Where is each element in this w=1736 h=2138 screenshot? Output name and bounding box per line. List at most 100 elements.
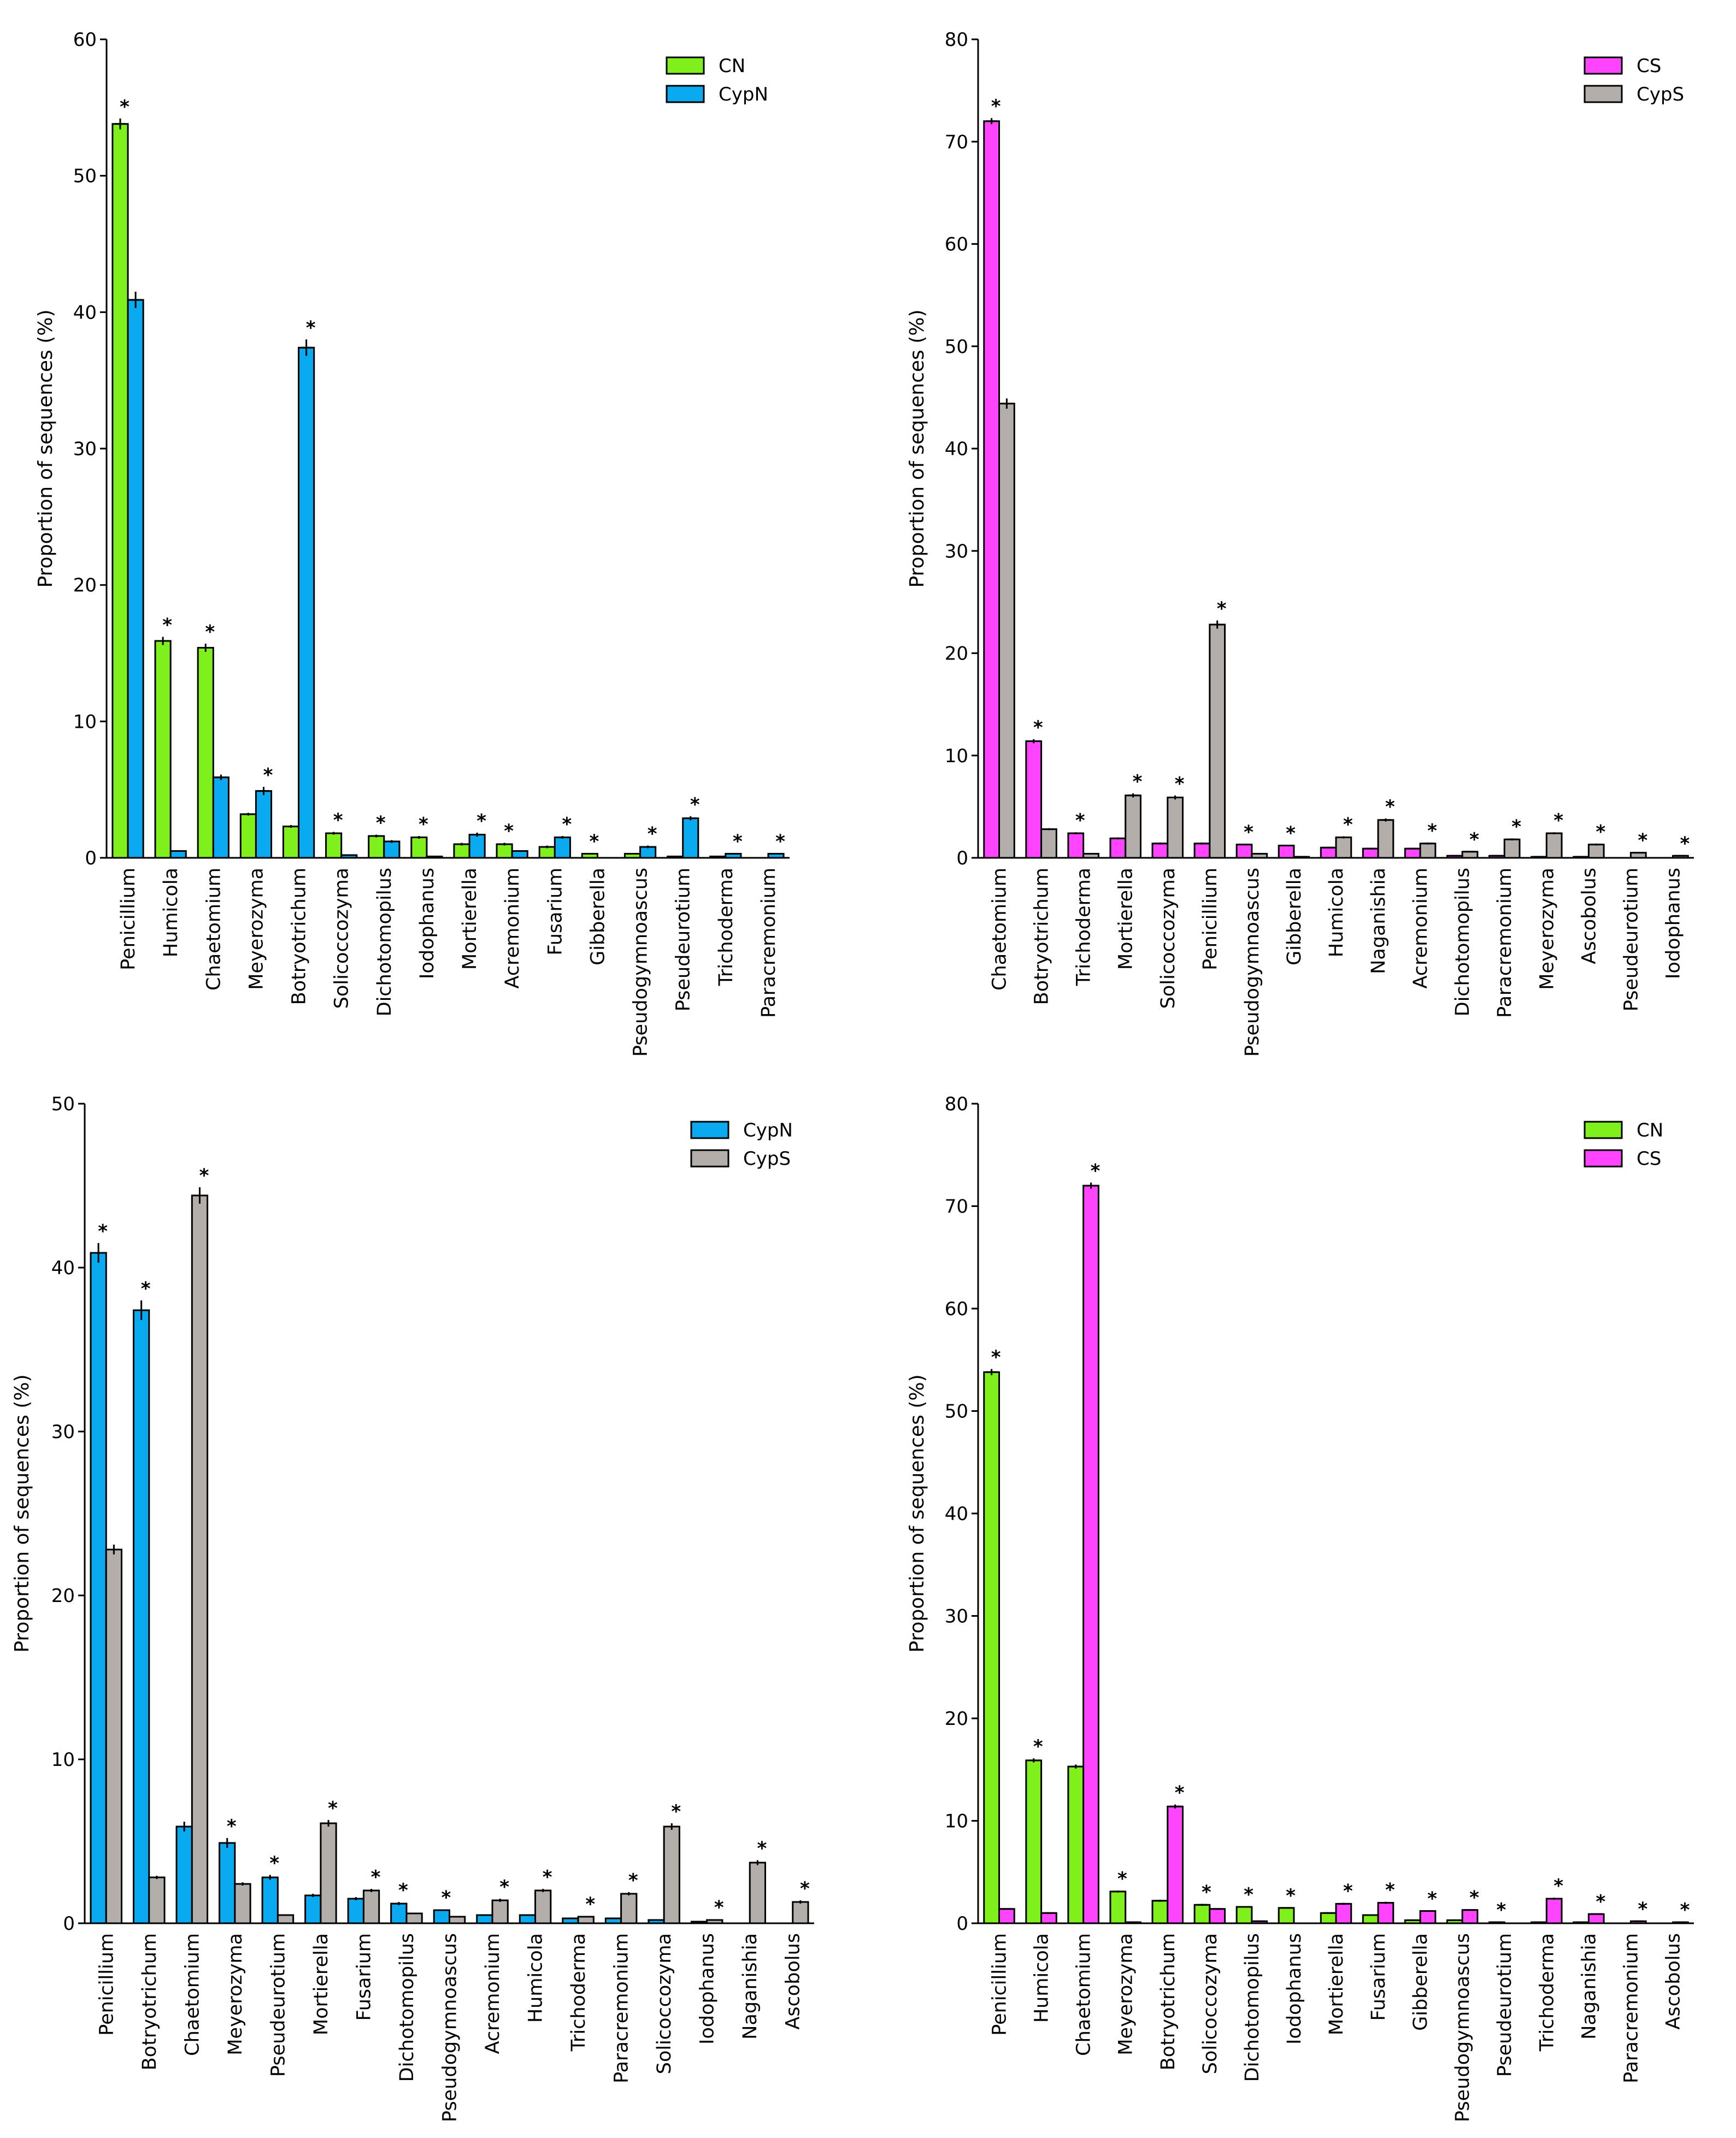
category-label: Humicola	[1326, 868, 1347, 957]
significance-star: *	[419, 814, 428, 835]
category-label: Pseudeurotium	[1494, 1933, 1516, 2077]
bar-CypN-Botryotrichum	[298, 346, 315, 859]
category-label: Fusarium	[544, 868, 566, 955]
bar-CypS-Dichotomopilus	[1461, 851, 1479, 859]
bar-CN-Penicillium	[111, 123, 129, 859]
significance-star: *	[1343, 814, 1353, 836]
category-label: Fusarium	[353, 1933, 375, 2021]
category-label: Botryotrichum	[139, 1933, 161, 2070]
y-tick-label: 30	[73, 438, 97, 460]
bar-CS-Pseudogymnoascus	[1235, 844, 1253, 859]
significance-star: *	[1175, 773, 1185, 795]
significance-star: *	[1680, 833, 1690, 855]
significance-star: *	[476, 810, 486, 832]
bar-CypS-Naganishia	[749, 1862, 766, 1924]
bar-CypN-Humicola	[519, 1914, 537, 1924]
significance-star: *	[1217, 598, 1227, 620]
significance-star: *	[1091, 1160, 1101, 1182]
y-tick-label: 80	[945, 1093, 968, 1115]
category-label: Pseudeurotium	[267, 1933, 289, 2077]
bar-CS-Acremonium	[1404, 847, 1421, 859]
significance-star: *	[199, 1165, 209, 1187]
bar-CypS-Mortierella	[320, 1822, 337, 1924]
bar-CypS-Naganishia	[1377, 819, 1394, 859]
category-label: Dichotomopilus	[1241, 1933, 1263, 2082]
legend-swatch-CypS	[1584, 85, 1623, 103]
significance-star: *	[306, 317, 316, 339]
bar-CypN-Pseudeurotium	[682, 817, 699, 859]
category-label: Naganishia	[739, 1933, 761, 2040]
significance-star: *	[775, 831, 785, 852]
bar-CN-Chaetomium	[1067, 1765, 1085, 1924]
significance-star: *	[1638, 1898, 1647, 1920]
significance-star: *	[269, 1853, 279, 1875]
category-label: Paracremonium	[758, 868, 780, 1018]
y-tick-label: 30	[51, 1421, 75, 1443]
y-tick-label: 40	[945, 1503, 968, 1525]
y-tick-label: 20	[73, 575, 97, 597]
bar-CypS-Chaetomium	[191, 1194, 209, 1924]
legend-swatch-CS	[1584, 56, 1623, 75]
significance-star: *	[648, 823, 657, 845]
bar-CN-Iodophanus	[410, 837, 428, 859]
category-label: Penicillium	[989, 1933, 1011, 2036]
bar-CypN-Acremonium	[476, 1914, 493, 1924]
significance-star: *	[333, 810, 343, 832]
legend-label-CypS: CypS	[1637, 84, 1684, 105]
bar-CypS-Penicillium	[105, 1548, 123, 1924]
bar-CypS-Acremonium	[491, 1899, 509, 1924]
significance-star: *	[441, 1887, 451, 1909]
y-tick-label: 40	[945, 438, 968, 460]
significance-star: *	[1033, 717, 1043, 739]
bar-CypN-Penicillium	[127, 299, 144, 859]
category-label: Naganishia	[1578, 1933, 1600, 2040]
bar-CN-Botryotrichum	[1151, 1900, 1169, 1924]
bar-CS-Penicillium	[998, 1908, 1015, 1924]
bar-CN-Mortierella	[1320, 1912, 1337, 1924]
category-label: Naganishia	[1368, 868, 1390, 974]
category-label: Fusarium	[1368, 1933, 1390, 2021]
y-tick-label: 20	[945, 643, 968, 665]
bar-CN-Humicola	[154, 640, 172, 859]
category-label: Botryotrichum	[1031, 868, 1053, 1005]
legend-swatch-CN	[666, 56, 705, 75]
bar-CS-Solicoccozyma	[1151, 843, 1169, 859]
bar-CypN-Botryotrichum	[133, 1309, 150, 1924]
y-tick-label: 70	[945, 1196, 968, 1218]
significance-star: *	[227, 1816, 237, 1837]
category-label: Ascobolus	[1662, 1933, 1684, 2030]
y-tick-label: 50	[73, 166, 97, 187]
significance-star: *	[714, 1897, 724, 1919]
y-axis-label: Proportion of sequences (%)	[906, 309, 928, 587]
bar-CN-Iodophanus	[1278, 1907, 1295, 1924]
bar-CN-Solicoccozyma	[325, 832, 343, 859]
significance-star: *	[1469, 1887, 1479, 1909]
legend-swatch-CypS	[690, 1149, 729, 1168]
category-label: Pseudeurotium	[1620, 868, 1642, 1011]
bar-CypS-Fusarium	[362, 1889, 380, 1924]
category-label: Pseudogymnoascus	[630, 868, 652, 1057]
category-label: Mortierella	[1115, 868, 1137, 970]
y-tick-label: 10	[73, 711, 97, 733]
significance-star: *	[205, 621, 215, 643]
bar-CypN-Chaetomium	[212, 776, 229, 859]
category-label: Trichoderma	[568, 1933, 590, 2052]
significance-star: *	[1075, 810, 1085, 832]
significance-star: *	[371, 1866, 381, 1888]
significance-star: *	[991, 1347, 1001, 1369]
y-tick-label: 10	[945, 745, 968, 767]
significance-star: *	[263, 764, 273, 786]
bar-CS-Naganishia	[1362, 847, 1379, 859]
category-label: Chaetomium	[203, 868, 225, 991]
bar-CN-Mortierella	[453, 843, 470, 859]
bar-CS-Gibberella	[1419, 1910, 1437, 1924]
significance-star: *	[589, 831, 599, 852]
bar-CypS-Pseudeurotium	[276, 1914, 295, 1924]
significance-star: *	[1244, 822, 1254, 844]
category-label: Penicillium	[117, 868, 139, 970]
significance-star: *	[141, 1278, 151, 1300]
significance-star: *	[1286, 823, 1296, 845]
legend-swatch-CypN	[690, 1121, 729, 1139]
y-tick-label: 10	[945, 1811, 968, 1833]
